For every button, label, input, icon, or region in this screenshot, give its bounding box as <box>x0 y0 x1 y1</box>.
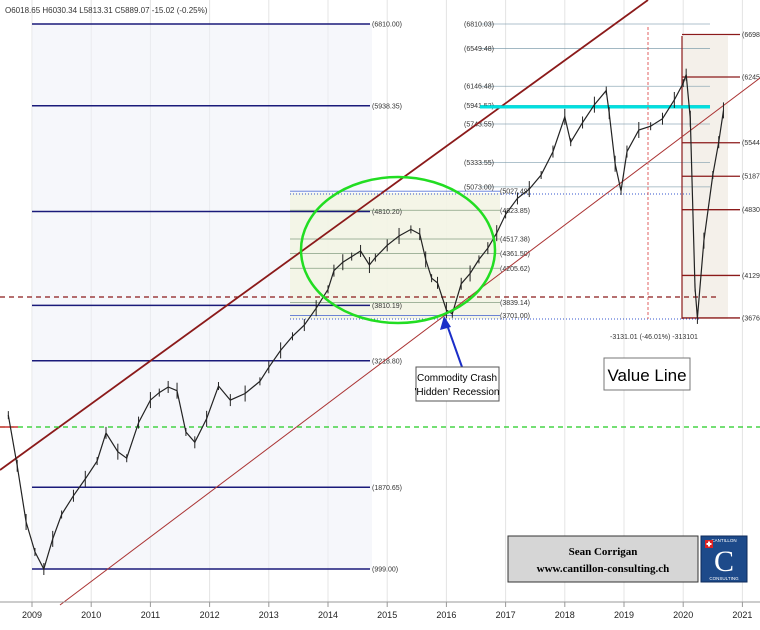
price-series-line <box>7 74 725 571</box>
shade-right-zone <box>682 36 728 319</box>
right-levels-group: (6698. (6245. (5544. (5187. (4830. (4129. (367… <box>681 32 760 322</box>
right-level-label-0: (6698. <box>742 32 760 39</box>
x-tick-label-2015: 2015 <box>377 610 397 620</box>
x-tick-label-2018: 2018 <box>555 610 575 620</box>
left-level-label-2: (4810.20) <box>372 209 402 216</box>
mid-level-label-9: (4517.38) <box>500 237 530 244</box>
x-tick-label-2009: 2009 <box>22 610 42 620</box>
price-ticks-group <box>7 68 724 575</box>
channel-lower-line <box>59 77 760 606</box>
annotation-line-1: Commodity Crash <box>417 373 497 384</box>
mid-level-label-5: (5333.55) <box>464 160 494 167</box>
mid-level-label-11: (4205.62) <box>500 266 530 273</box>
chart-title-box <box>603 357 691 391</box>
credit-box <box>507 535 699 583</box>
x-tick-label-2010: 2010 <box>81 610 101 620</box>
left-level-label-6: (999.00) <box>372 567 398 574</box>
right-level-label-1: (6245. <box>742 74 760 81</box>
mid-level-label-13: (3701.00) <box>500 313 530 320</box>
mid-level-label-10: (4361.50) <box>500 251 530 258</box>
mid-level-label-6: (5073.00) <box>464 184 494 191</box>
mid-level-label-12: (3839.14) <box>500 300 530 307</box>
annotation-line-2: 'Hidden' Recession <box>415 387 500 398</box>
left-levels-group: (6810.00) (5938.35) (4810.20) (3810.19) (321… <box>32 22 402 574</box>
x-tick-label-2021: 2021 <box>732 610 752 620</box>
measure-label: -3131.01 (-46.01%) -313101 <box>610 334 698 341</box>
x-tick-label-2017: 2017 <box>496 610 516 620</box>
annotation-arrow-head <box>440 316 451 330</box>
x-tick-label-2016: 2016 <box>436 610 456 620</box>
x-tick-label-2020: 2020 <box>673 610 693 620</box>
left-level-label-0: (6810.00) <box>372 22 402 29</box>
x-axis-ticks: 2009 2010 2011 2012 2013 2014 2015 2016 2017 2018… <box>22 602 752 620</box>
mid-level-label-7: (5027.49) <box>500 189 530 196</box>
x-tick-label-2011: 2011 <box>141 610 160 620</box>
left-level-label-4: (3218.80) <box>372 358 402 365</box>
mid-levels-group: (6810.03) (6549.48) (6146.48) (5941.52) (574… <box>290 21 710 320</box>
annotation-box <box>415 366 500 402</box>
x-tick-label-2013: 2013 <box>259 610 279 620</box>
logo-top-text: CANTILLON <box>711 538 736 543</box>
mid-level-label-2: (6146.48) <box>464 84 494 91</box>
mid-level-label-4: (5743.55) <box>464 122 494 129</box>
logo-c-glyph: C <box>714 545 734 578</box>
annotation-arrow-line <box>445 321 463 368</box>
logo-bottom-text: CONSULTING <box>709 576 739 581</box>
left-level-label-5: (1870.65) <box>372 485 402 492</box>
right-level-label-4: (4830. <box>742 207 760 214</box>
highlight-ellipse <box>299 175 497 325</box>
x-tick-label-2014: 2014 <box>318 610 338 620</box>
mid-level-label-3: (5941.52) <box>464 103 494 110</box>
left-level-label-1: (5938.35) <box>372 103 402 110</box>
left-level-label-3: (3810.19) <box>372 303 402 310</box>
x-tick-label-2019: 2019 <box>614 610 634 620</box>
right-level-label-3: (5187. <box>742 174 760 181</box>
right-level-label-6: (3676. <box>742 315 760 322</box>
credit-url: www.cantillon-consulting.ch <box>537 563 670 575</box>
chart-title: Value Line <box>607 366 686 385</box>
logo-cross-v <box>708 541 710 547</box>
header-ohlc: O6018.65 H6030.34 L5813.31 C5889.07 -15.… <box>5 6 208 15</box>
mid-level-label-8: (4823.85) <box>500 208 530 215</box>
right-level-label-2: (5544. <box>742 140 760 147</box>
right-level-label-5: (4129. <box>742 273 760 280</box>
mid-level-label-1: (6549.48) <box>464 46 494 53</box>
x-tick-label-2012: 2012 <box>200 610 220 620</box>
credit-name: Sean Corrigan <box>569 546 638 558</box>
channel-upper-line <box>0 0 649 471</box>
mid-level-label-0: (6810.03) <box>464 21 494 28</box>
